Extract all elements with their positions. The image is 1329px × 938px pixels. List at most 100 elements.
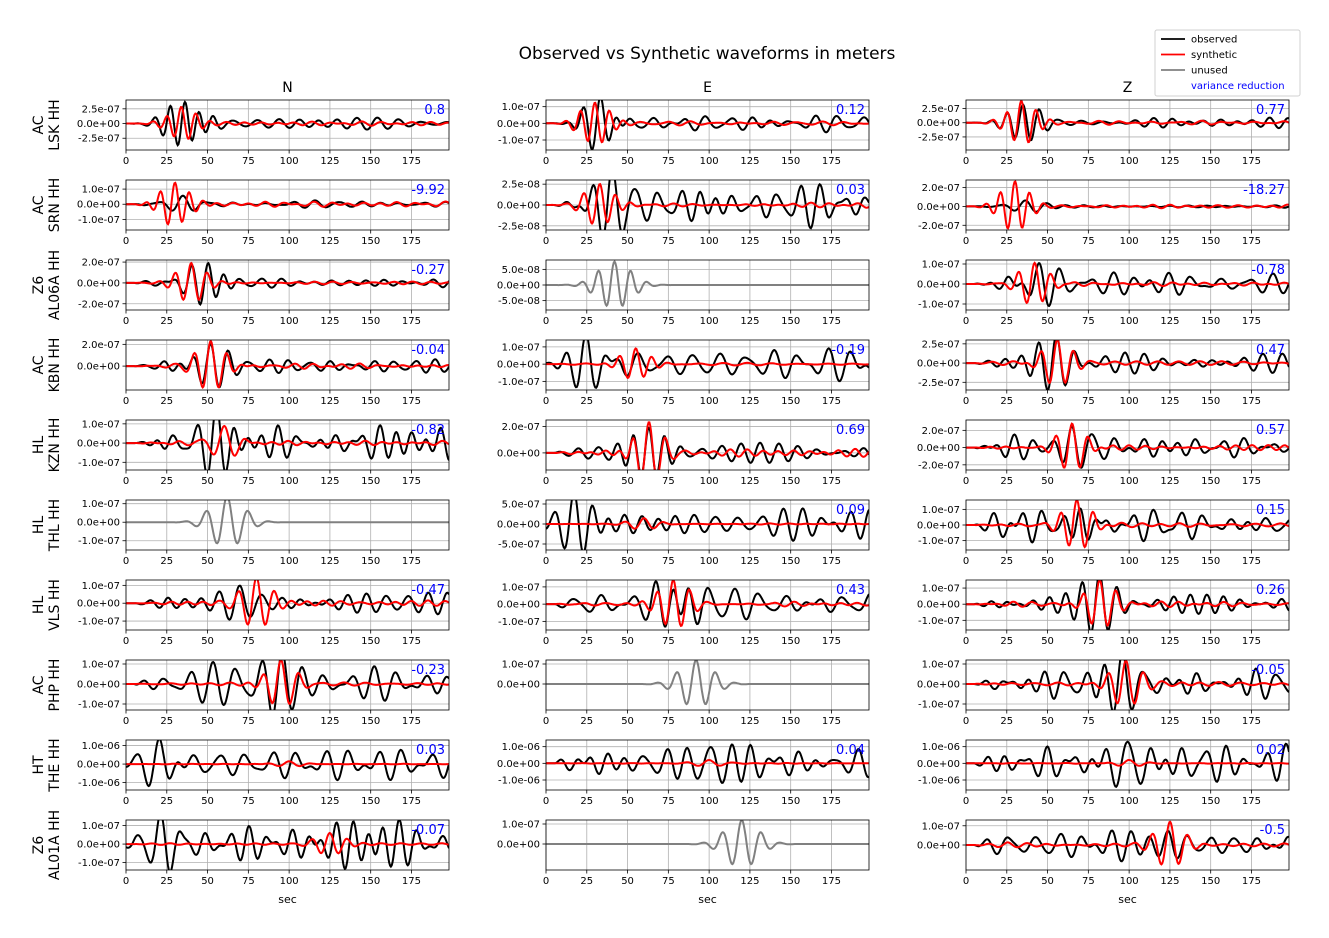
x-tick-label: 0: [963, 236, 969, 247]
x-tick-label: 75: [1082, 476, 1095, 487]
x-axis-label: sec: [698, 893, 717, 906]
x-tick-label: 25: [1000, 636, 1013, 647]
synthetic-trace: [546, 421, 869, 470]
x-tick-label: 100: [280, 636, 299, 647]
x-tick-label: 75: [242, 316, 255, 327]
legend: observed synthetic unused variance reductio…: [1154, 29, 1301, 97]
x-tick-label: 50: [1041, 476, 1054, 487]
panel-ht-the-hh-n: 1.0e-06 0.0e+00 -1.0e-060 25 50 75 100 125 150 17…: [77, 739, 450, 807]
x-tick-label: 75: [1082, 796, 1095, 807]
panel-ht-the-hh-z: 1.0e-06 0.0e+00 -1.0e-060 25 50 75 100 125 150 17…: [917, 739, 1290, 807]
x-tick-label: 150: [781, 876, 800, 887]
x-tick-label: 25: [160, 796, 173, 807]
observed-trace: [126, 660, 449, 710]
x-tick-label: 0: [543, 476, 549, 487]
y-tick-label: -2.5e-07: [918, 378, 960, 389]
axes-frame: [125, 179, 450, 231]
synthetic-trace: [966, 261, 1289, 305]
y-tick-label: 2.5e-07: [922, 104, 960, 115]
x-tick-label: 100: [1120, 476, 1139, 487]
x-tick-label: 125: [740, 156, 759, 167]
variance-reduction-value: 0.03: [416, 743, 445, 758]
network-label: AC: [31, 115, 47, 134]
synthetic-trace: [966, 759, 1289, 767]
x-tick-label: 125: [320, 636, 339, 647]
x-axis-label: sec: [1118, 893, 1137, 906]
x-tick-label: 75: [662, 636, 675, 647]
y-tick-label: 1.0e-07: [82, 499, 120, 510]
y-tick-label: 1.0e-07: [922, 660, 960, 671]
y-tick-label: -2.0e-07: [918, 460, 960, 471]
y-tick-label: 1.0e-07: [502, 820, 540, 831]
column-title-n: N: [282, 80, 292, 96]
x-tick-label: 25: [1000, 716, 1013, 727]
network-label: AC: [31, 675, 47, 694]
x-tick-label: 25: [1000, 476, 1013, 487]
synthetic-trace: [126, 340, 449, 389]
x-tick-label: 100: [1120, 636, 1139, 647]
y-tick-label: 1.0e-07: [922, 260, 960, 271]
variance-reduction-value: -0.05: [1251, 663, 1285, 678]
x-tick-label: 125: [740, 396, 759, 407]
x-tick-label: 50: [1041, 716, 1054, 727]
axes-frame: [125, 739, 450, 791]
x-tick-label: 100: [1120, 556, 1139, 567]
x-tick-label: 150: [361, 556, 380, 567]
synthetic-trace: [966, 422, 1289, 469]
y-tick-label: -1.0e-07: [498, 377, 540, 388]
x-tick-label: 25: [1000, 556, 1013, 567]
x-tick-label: 150: [1201, 316, 1220, 327]
panel-hl-thl-hh-n: 1.0e-07 0.0e+00 -1.0e-070 25 50 75 100 125 150 17…: [77, 499, 450, 567]
x-tick-label: 25: [1000, 876, 1013, 887]
x-tick-label: 75: [242, 236, 255, 247]
y-tick-label: 0.0e+00: [497, 448, 540, 459]
axes-frame: [125, 419, 450, 471]
x-tick-label: 0: [963, 876, 969, 887]
panel-ac-srn-hh-e: 2.5e-08 0.0e+00 -2.5e-080 25 50 75 100 125 150 17…: [497, 179, 870, 247]
x-tick-label: 100: [700, 236, 719, 247]
x-tick-label: 175: [822, 316, 841, 327]
x-tick-label: 25: [580, 636, 593, 647]
x-tick-label: 50: [621, 316, 634, 327]
x-tick-label: 150: [1201, 716, 1220, 727]
x-tick-label: 75: [1082, 316, 1095, 327]
x-tick-label: 100: [700, 316, 719, 327]
x-tick-label: 175: [1242, 316, 1261, 327]
x-tick-label: 0: [543, 396, 549, 407]
x-tick-label: 0: [543, 156, 549, 167]
x-tick-label: 0: [123, 156, 129, 167]
x-tick-label: 150: [781, 476, 800, 487]
x-tick-label: 25: [160, 156, 173, 167]
y-tick-label: -1.0e-07: [78, 617, 120, 628]
y-tick-label: 1.0e-07: [502, 342, 540, 353]
y-tick-label: -1.0e-07: [78, 536, 120, 547]
y-tick-label: 0.0e+00: [77, 278, 120, 289]
y-tick-label: 0.0e+00: [497, 281, 540, 292]
x-tick-label: 100: [280, 236, 299, 247]
x-tick-label: 125: [740, 236, 759, 247]
y-tick-label: 0.0e+00: [917, 841, 960, 852]
panel-ac-php-hh-e: 1.0e-07 0.0e+00 0 25 50 75 100 125 150 175: [497, 660, 870, 727]
x-tick-label: 0: [963, 156, 969, 167]
x-tick-label: 100: [280, 716, 299, 727]
x-tick-label: 175: [402, 156, 421, 167]
x-tick-label: 75: [662, 556, 675, 567]
x-tick-label: 150: [781, 156, 800, 167]
x-tick-label: 150: [361, 316, 380, 327]
y-tick-label: 0.0e+00: [497, 360, 540, 371]
axes-frame: [125, 819, 450, 871]
panel-z6-al01a-hh-n: 1.0e-07 0.0e+00 -1.0e-070 25 50 75 100 125 150 17…: [77, 819, 450, 887]
x-tick-label: 50: [621, 636, 634, 647]
x-tick-label: 150: [361, 236, 380, 247]
x-tick-label: 0: [963, 716, 969, 727]
synthetic-trace: [126, 580, 449, 626]
synthetic-trace: [546, 101, 869, 144]
axes-frame: [545, 739, 870, 791]
x-tick-label: 125: [1160, 476, 1179, 487]
y-tick-label: -1.0e-07: [918, 616, 960, 627]
synthetic-trace: [126, 261, 449, 302]
network-label: HT: [31, 755, 47, 775]
axes-frame: [545, 419, 870, 471]
x-tick-label: 50: [201, 796, 214, 807]
x-tick-label: 125: [1160, 716, 1179, 727]
